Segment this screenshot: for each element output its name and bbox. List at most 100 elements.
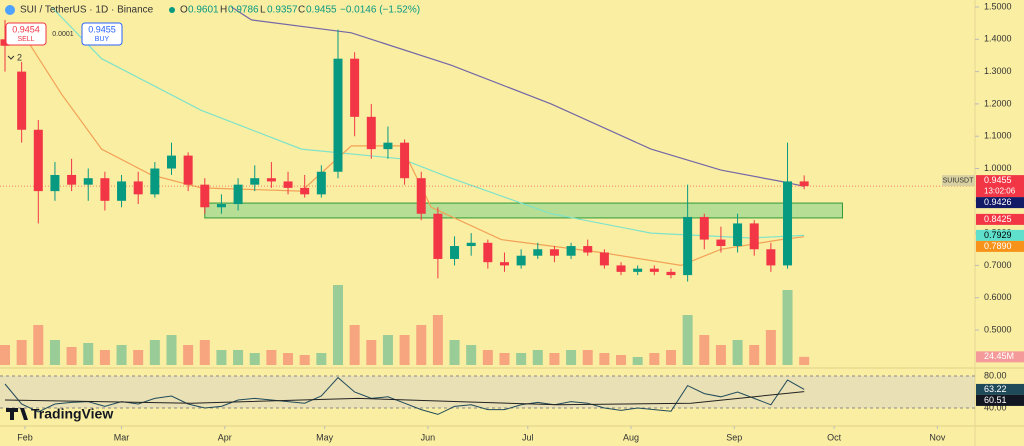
candle-body <box>400 142 410 179</box>
marker-tag: 0.9426 <box>984 197 1012 207</box>
marker-tag-bg <box>976 229 1024 241</box>
buy-button[interactable] <box>81 22 123 46</box>
x-tick-label: Feb <box>17 432 33 442</box>
candle-body <box>416 178 426 214</box>
ohlc-label: H <box>220 5 227 16</box>
candle-body <box>266 178 276 182</box>
volume-bar <box>299 355 310 365</box>
y-tick-label: 1.1000 <box>984 131 1012 141</box>
candle-body <box>350 58 360 117</box>
volume-bar <box>765 330 776 365</box>
x-tick-label: Oct <box>827 432 842 442</box>
candle-body <box>616 265 626 272</box>
marker-tag: 0.7890 <box>984 241 1012 251</box>
volume-bar <box>216 350 227 365</box>
volume-bar <box>499 353 510 365</box>
volume-bar <box>283 353 294 365</box>
candle-body <box>549 249 559 256</box>
price-tag: 0.9455 <box>984 175 1012 185</box>
candle-body <box>300 187 310 195</box>
rsi-tick-label: 80.00 <box>984 370 1007 380</box>
x-tick-label: Nov <box>929 432 946 442</box>
candle-body <box>283 181 293 188</box>
volume-bar <box>49 340 60 365</box>
candle-body <box>366 116 376 150</box>
rsi-tick-label: 40.00 <box>984 402 1007 412</box>
ohlc-value: 0.9601 <box>188 5 219 16</box>
logo-mark <box>6 408 28 420</box>
volume-bar <box>549 353 560 365</box>
price-tag-bg <box>976 175 1024 198</box>
header: SUI / TetherUS · 1D · Binance O 0.9601 H… <box>5 5 420 422</box>
x-tick-label: Jun <box>421 432 436 442</box>
volume-bar <box>133 350 144 365</box>
volume-bar <box>665 350 676 365</box>
candle-body <box>383 142 393 150</box>
symbol-tag-bg <box>942 175 975 187</box>
volume-bar <box>66 347 77 365</box>
candle-body <box>183 155 193 185</box>
volume-bar <box>16 340 27 365</box>
x-tick-label: May <box>316 432 334 442</box>
marker-tag-bg <box>976 240 1024 252</box>
axes: 0.50000.60000.70000.80000.90001.00001.10… <box>17 1 1024 442</box>
ohlc-value: 0.9786 <box>228 5 259 16</box>
x-tick-label: Sep <box>726 432 742 442</box>
volume-bar <box>399 335 410 365</box>
volume-bar <box>482 350 493 365</box>
y-tick-label: 0.6000 <box>984 292 1012 302</box>
candle-body <box>150 168 160 195</box>
candle-body <box>733 223 743 247</box>
candle-body <box>599 252 609 266</box>
sell-price: 0.9454 <box>12 24 40 34</box>
y-tick-label: 0.5000 <box>984 324 1012 334</box>
volume-bar <box>732 340 743 365</box>
candle-body <box>783 181 793 266</box>
marker-tag: 0.7929 <box>984 230 1012 240</box>
buy-label: BUY <box>95 36 110 43</box>
volume-bar <box>649 353 660 365</box>
marker-tag-bg <box>976 213 1024 225</box>
symbol: SUI / TetherUS · 1D · Binance <box>20 5 154 16</box>
candle-body <box>0 39 10 46</box>
candle-body <box>799 181 809 187</box>
ohlc-label: O <box>180 5 188 16</box>
collapse-icon[interactable] <box>7 55 15 60</box>
candle-body <box>716 239 726 247</box>
candle-body <box>166 155 176 169</box>
volume-bar <box>432 315 443 365</box>
volume-bar <box>332 285 343 365</box>
x-tick-label: Apr <box>218 432 232 442</box>
volume-bar <box>233 350 244 365</box>
ohlc-label: C <box>298 5 305 16</box>
volume-bar <box>382 335 393 365</box>
rsi-line <box>4 376 805 415</box>
volume-bar <box>149 340 160 365</box>
candle-body <box>83 178 93 185</box>
candle-body <box>749 223 759 250</box>
candle-body <box>533 249 543 256</box>
volume-tag-bg <box>976 351 1024 363</box>
volume-bar <box>632 357 643 365</box>
candle-body <box>250 178 260 185</box>
y-tick-label: 1.3000 <box>984 66 1012 76</box>
sell-button[interactable] <box>5 22 47 46</box>
symbol-tag: SUIUSDT <box>943 177 974 184</box>
candle-body <box>633 268 643 272</box>
spread: 0.0001 <box>52 31 74 38</box>
ohlc-value: 0.9357 <box>267 5 298 16</box>
volume-bar <box>582 350 593 365</box>
candle-body <box>516 255 526 266</box>
volume-tag: 24.45M <box>984 351 1014 361</box>
volume-bar <box>316 353 327 365</box>
buy-price: 0.9455 <box>88 24 116 34</box>
candle-body <box>316 171 326 195</box>
x-tick-label: Mar <box>114 432 130 442</box>
rsi-tag: 60.51 <box>984 395 1007 405</box>
volume-bar <box>116 345 127 365</box>
candle-body <box>766 249 776 266</box>
y-tick-label: 1.4000 <box>984 34 1012 44</box>
volume-bar <box>199 340 210 365</box>
